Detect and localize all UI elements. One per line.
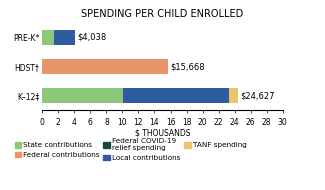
X-axis label: $ THOUSANDS: $ THOUSANDS: [135, 128, 190, 137]
Text: $24,627: $24,627: [240, 91, 275, 100]
Bar: [54, 30, 75, 45]
Text: $15,668: $15,668: [170, 62, 205, 71]
Title: SPENDING PER CHILD ENROLLED: SPENDING PER CHILD ENROLLED: [81, 9, 244, 19]
Bar: [229, 88, 238, 103]
Bar: [42, 59, 168, 74]
Bar: [42, 88, 123, 103]
Bar: [42, 30, 54, 45]
Bar: [123, 88, 229, 103]
Text: $4,038: $4,038: [77, 33, 106, 42]
Legend: State contributions, Federal contributions, Federal COVID-19
relief spending, Lo: State contributions, Federal contributio…: [15, 138, 247, 161]
